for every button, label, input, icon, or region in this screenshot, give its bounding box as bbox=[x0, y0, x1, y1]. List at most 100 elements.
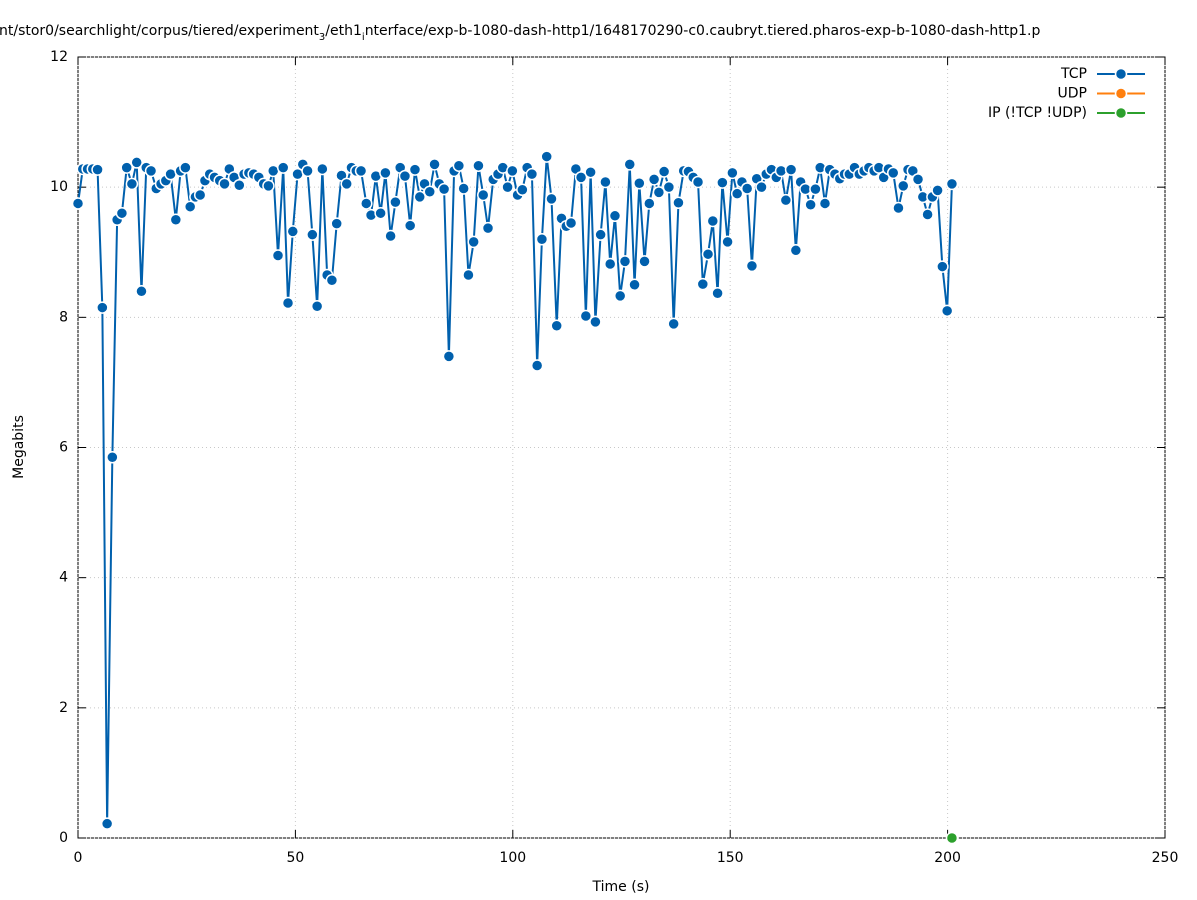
data-point bbox=[745, 259, 759, 273]
data-point bbox=[613, 289, 627, 303]
data-point bbox=[574, 171, 588, 184]
title-part: nterface/exp-b-1080-dash-http1/164817029… bbox=[365, 23, 1041, 39]
y-tick-label: 12 bbox=[50, 49, 68, 65]
data-point bbox=[921, 208, 934, 221]
data-point bbox=[91, 163, 104, 176]
data-point bbox=[809, 182, 822, 196]
data-point bbox=[789, 244, 803, 257]
x-tick-label: 0 bbox=[74, 850, 83, 866]
data-point bbox=[316, 162, 329, 176]
x-tick-label: 50 bbox=[286, 850, 304, 866]
data-point bbox=[696, 277, 710, 291]
data-point bbox=[384, 229, 397, 243]
data-point bbox=[618, 255, 632, 268]
data-point bbox=[774, 164, 788, 178]
data-point bbox=[740, 182, 754, 195]
data-point bbox=[628, 278, 641, 292]
data-point bbox=[281, 296, 295, 310]
data-point bbox=[540, 150, 553, 163]
data-point bbox=[940, 304, 954, 318]
data-point bbox=[115, 206, 129, 220]
data-point bbox=[516, 183, 529, 197]
data-point bbox=[330, 217, 343, 230]
data-point bbox=[310, 300, 324, 313]
data-point bbox=[897, 179, 910, 193]
data-point bbox=[603, 257, 617, 271]
title-part: nt/stor0/searchlight/corpus/tiered/exper… bbox=[0, 23, 319, 39]
data-point bbox=[535, 232, 549, 246]
data-point bbox=[711, 287, 724, 300]
data-point bbox=[804, 198, 817, 211]
data-point bbox=[428, 158, 441, 171]
y-tick-label: 4 bbox=[59, 570, 68, 586]
data-point bbox=[633, 177, 646, 190]
data-point bbox=[643, 197, 656, 210]
y-axis-label: Megabits bbox=[11, 415, 27, 479]
chart-title: nt/stor0/searchlight/corpus/tiered/exper… bbox=[0, 23, 1040, 43]
data-point bbox=[452, 159, 466, 172]
data-point bbox=[403, 219, 417, 232]
legend-label: IP (!TCP !UDP) bbox=[988, 105, 1087, 121]
data-point bbox=[193, 188, 207, 202]
data-point bbox=[501, 180, 514, 194]
title-subscript: 3 bbox=[319, 32, 325, 43]
legend-label: TCP bbox=[1060, 66, 1087, 82]
x-tick-label: 200 bbox=[934, 850, 961, 866]
data-point bbox=[106, 451, 119, 464]
data-point bbox=[462, 268, 475, 282]
data-point bbox=[144, 164, 158, 178]
y-tick-label: 8 bbox=[59, 309, 68, 325]
data-point bbox=[262, 179, 275, 193]
data-point bbox=[354, 164, 368, 178]
data-point bbox=[662, 180, 676, 194]
data-point bbox=[931, 184, 944, 197]
legend-marker bbox=[1114, 106, 1128, 120]
data-point bbox=[218, 177, 231, 191]
data-point bbox=[183, 200, 197, 213]
x-tick-label: 150 bbox=[717, 850, 744, 866]
data-point bbox=[423, 185, 437, 198]
data-point bbox=[379, 166, 392, 180]
data-point bbox=[306, 228, 319, 241]
data-point bbox=[594, 228, 607, 241]
data-point bbox=[638, 255, 651, 268]
data-point bbox=[706, 214, 720, 228]
data-point bbox=[525, 167, 539, 181]
data-point bbox=[135, 285, 148, 298]
data-point bbox=[130, 156, 143, 169]
data-point bbox=[892, 201, 905, 215]
data-point bbox=[481, 221, 495, 235]
title-subscript: i bbox=[362, 32, 365, 43]
data-point bbox=[96, 301, 109, 314]
data-point bbox=[579, 309, 593, 323]
data-point bbox=[286, 225, 300, 238]
data-point bbox=[100, 817, 114, 830]
data-point bbox=[584, 165, 597, 179]
data-point bbox=[71, 197, 85, 210]
data-point bbox=[374, 206, 387, 220]
data-point bbox=[730, 187, 744, 200]
data-point bbox=[945, 831, 959, 845]
data-point bbox=[325, 273, 339, 287]
data-point bbox=[530, 359, 544, 372]
data-point bbox=[271, 249, 285, 262]
data-point bbox=[716, 176, 729, 189]
y-tick-label: 2 bbox=[59, 700, 68, 716]
data-point bbox=[564, 216, 578, 230]
data-point bbox=[457, 182, 470, 195]
data-point bbox=[389, 195, 402, 209]
data-point bbox=[657, 165, 671, 178]
x-tick-label: 100 bbox=[499, 850, 526, 866]
data-point bbox=[784, 163, 798, 176]
data-point bbox=[945, 177, 959, 191]
data-point bbox=[779, 193, 793, 207]
data-point bbox=[701, 247, 715, 261]
legend-marker bbox=[1114, 67, 1128, 81]
data-point bbox=[125, 177, 139, 191]
data-point bbox=[550, 319, 563, 333]
data-point bbox=[442, 350, 456, 363]
data-point bbox=[691, 175, 705, 189]
data-point bbox=[398, 169, 412, 183]
